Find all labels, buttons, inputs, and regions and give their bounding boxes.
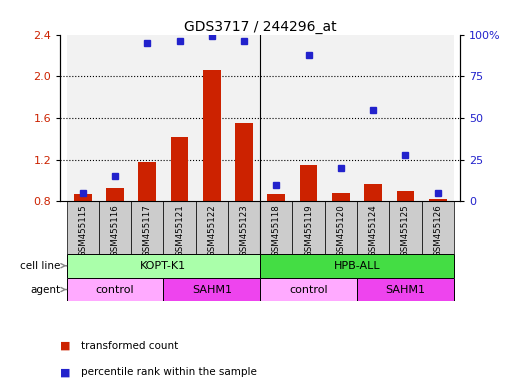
Bar <box>228 201 260 254</box>
Bar <box>66 254 260 278</box>
Text: HPB-ALL: HPB-ALL <box>334 261 380 271</box>
Bar <box>74 194 92 201</box>
Text: GSM455125: GSM455125 <box>401 204 410 257</box>
Text: GSM455115: GSM455115 <box>78 204 87 257</box>
Bar <box>357 278 454 301</box>
Bar <box>357 35 389 201</box>
Bar <box>99 35 131 201</box>
Text: SAHM1: SAHM1 <box>192 285 232 295</box>
Bar <box>325 35 357 201</box>
Bar <box>325 201 357 254</box>
Bar <box>196 35 228 201</box>
Bar <box>422 35 454 201</box>
Bar <box>429 199 447 201</box>
Bar <box>66 278 163 301</box>
Bar <box>131 201 163 254</box>
Bar <box>396 191 414 201</box>
Bar <box>66 201 99 254</box>
Text: control: control <box>96 285 134 295</box>
Text: GSM455122: GSM455122 <box>207 204 217 257</box>
Bar <box>260 35 292 201</box>
Bar <box>260 254 454 278</box>
Bar <box>203 70 221 201</box>
Bar <box>163 201 196 254</box>
Text: cell line: cell line <box>20 261 66 271</box>
Bar <box>163 35 196 201</box>
Text: GSM455124: GSM455124 <box>369 204 378 257</box>
Text: KOPT-K1: KOPT-K1 <box>140 261 187 271</box>
Text: transformed count: transformed count <box>81 341 178 351</box>
Text: GSM455118: GSM455118 <box>272 204 281 257</box>
Bar <box>196 201 228 254</box>
Bar <box>300 165 317 201</box>
Text: control: control <box>289 285 328 295</box>
Text: GSM455123: GSM455123 <box>240 204 248 257</box>
Bar <box>99 201 131 254</box>
Text: ■: ■ <box>60 341 71 351</box>
Bar <box>170 137 188 201</box>
Bar <box>106 188 124 201</box>
Bar <box>260 201 292 254</box>
Text: ■: ■ <box>60 367 71 377</box>
Bar <box>357 201 389 254</box>
Bar <box>292 35 325 201</box>
Bar <box>139 162 156 201</box>
Text: GSM455126: GSM455126 <box>433 204 442 257</box>
Text: GSM455116: GSM455116 <box>110 204 119 257</box>
Bar <box>235 123 253 201</box>
Bar <box>389 201 422 254</box>
Bar <box>228 35 260 201</box>
Text: GSM455120: GSM455120 <box>336 204 345 257</box>
Bar <box>163 278 260 301</box>
Bar <box>260 278 357 301</box>
Title: GDS3717 / 244296_at: GDS3717 / 244296_at <box>184 20 336 33</box>
Text: GSM455119: GSM455119 <box>304 204 313 257</box>
Bar <box>131 35 163 201</box>
Text: GSM455117: GSM455117 <box>143 204 152 257</box>
Bar <box>332 193 350 201</box>
Text: GSM455121: GSM455121 <box>175 204 184 257</box>
Text: SAHM1: SAHM1 <box>385 285 425 295</box>
Bar <box>267 194 285 201</box>
Bar <box>364 184 382 201</box>
Bar <box>292 201 325 254</box>
Text: agent: agent <box>31 285 66 295</box>
Text: percentile rank within the sample: percentile rank within the sample <box>81 367 257 377</box>
Bar <box>422 201 454 254</box>
Bar <box>66 35 99 201</box>
Bar <box>389 35 422 201</box>
